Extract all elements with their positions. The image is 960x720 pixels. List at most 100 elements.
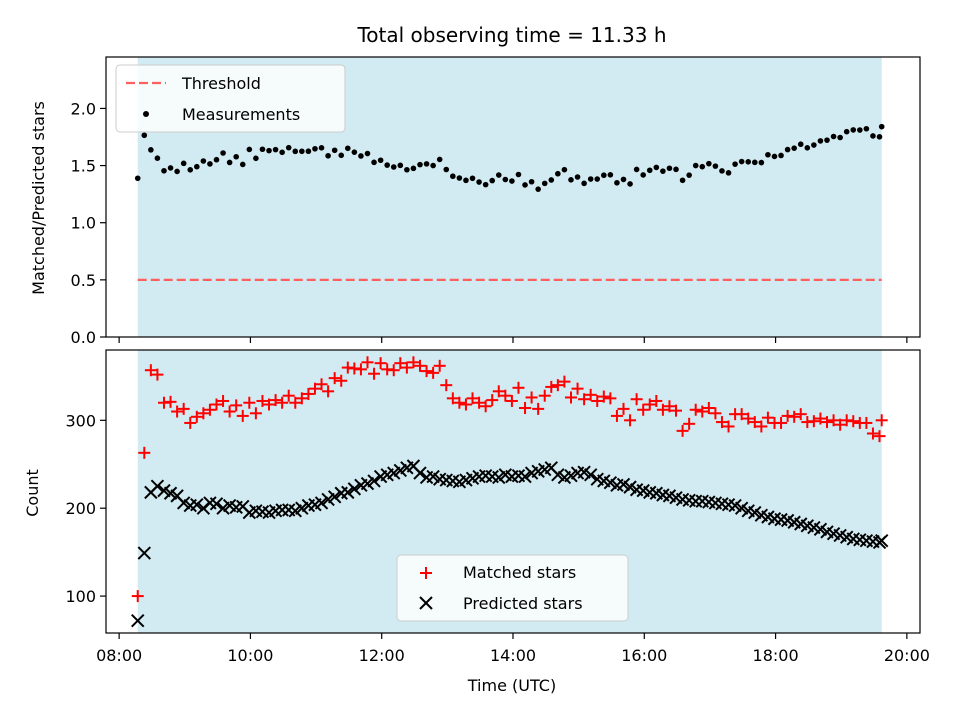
predicted-star-point [347,482,362,496]
measurement-point [180,160,187,167]
matched-star-point [479,400,492,413]
measurement-point [679,177,686,184]
matched-star-point [558,375,571,388]
matched-star-point [676,424,689,437]
predicted-star-point [874,534,889,548]
x-axis-label: Time (UTC) [467,676,556,695]
measurement-point [463,177,469,184]
matched-star-point [256,394,269,407]
predicted-star-point [314,496,329,510]
bottom-y-tick-label: 300 [65,411,96,430]
measurement-point [174,168,180,175]
measurement-point [765,151,771,158]
measurement-point [528,178,535,185]
predicted-star-point [367,474,381,488]
measurement-point [778,152,784,159]
measurement-point [673,166,679,173]
matched-star-point [656,403,669,416]
measurement-point [299,148,305,155]
bottom-y-tick-label: 100 [65,587,96,606]
matched-star-point [807,415,820,428]
matched-star-point [571,382,584,395]
measurement-point [279,149,285,156]
measurement-point [620,176,627,183]
measurement-point [325,152,331,159]
measurement-point [161,167,167,174]
measurement-point [712,163,719,169]
measurement-point [364,150,371,157]
predicted-star-point [131,613,145,628]
measurement-point [878,123,885,130]
predicted-stars-series [131,459,889,628]
measurement-point [640,172,646,178]
matched-star-point [354,363,367,376]
matched-star-point [453,396,466,409]
measurement-point [870,133,876,139]
matched-star-point [715,416,728,429]
measurement-point [791,145,797,151]
filled-circle-icon [143,111,149,117]
matched-star-point [394,357,407,370]
measurement-point [430,162,436,169]
measurement-point [830,133,837,140]
matched-star-point [144,364,157,377]
matched-star-point [203,403,216,416]
matched-star-point [387,364,400,377]
top-y-tick-label: 0.0 [71,328,96,347]
measurement-point [876,134,883,140]
matched-star-point [335,374,348,387]
measurement-point [377,157,384,164]
bottom-legend: Matched stars Predicted stars [396,554,629,622]
measurement-point [581,180,587,187]
matched-star-point [322,385,335,398]
measurement-point [410,165,417,172]
measurement-point [561,166,568,173]
measurement-point [220,150,226,156]
matched-stars-series [131,356,888,603]
x-tick-label: 08:00 [96,646,142,665]
matched-star-point [591,394,604,407]
matched-star-point [604,392,617,405]
matched-star-point [420,365,433,378]
matched-star-point [177,402,190,415]
measurement-point [482,181,489,188]
matched-star-point [624,414,637,427]
matched-star-point [866,427,879,440]
matched-star-point [171,405,184,418]
matched-star-point [328,372,341,385]
matched-star-point [532,402,545,415]
measurement-point [476,179,482,185]
measurement-point [417,161,423,168]
matched-star-point [709,407,722,420]
matched-star-point [637,403,650,416]
matched-star-point [302,387,315,400]
matched-star-point [427,366,440,379]
top-y-tick-label: 0.5 [71,271,96,290]
matched-star-point [748,416,761,429]
measurement-point [660,168,666,174]
matched-star-point [400,361,413,374]
matched-star-point [197,407,210,420]
matched-star-point [702,402,715,415]
matched-star-point [860,416,873,429]
matched-star-point [361,356,374,369]
measurement-point [706,160,712,167]
measurement-point [239,161,246,168]
top-y-tick-label: 1.5 [71,157,96,176]
matched-star-point [564,391,577,404]
matched-star-point [249,407,262,420]
measurement-point [226,159,233,166]
matched-star-point [433,359,446,372]
measurement-point [738,158,745,165]
measurements-series [134,123,885,192]
matched-star-point [217,394,230,407]
measurement-point [259,146,266,153]
predicted-star-point [689,494,703,508]
predicted-star-point [341,485,355,500]
matched-star-point [794,408,807,421]
bottom-axes-frame [105,349,921,634]
matched-star-point [223,405,236,418]
measurement-point [633,166,640,173]
matched-star-point [374,357,387,370]
matched-star-point [446,392,459,405]
